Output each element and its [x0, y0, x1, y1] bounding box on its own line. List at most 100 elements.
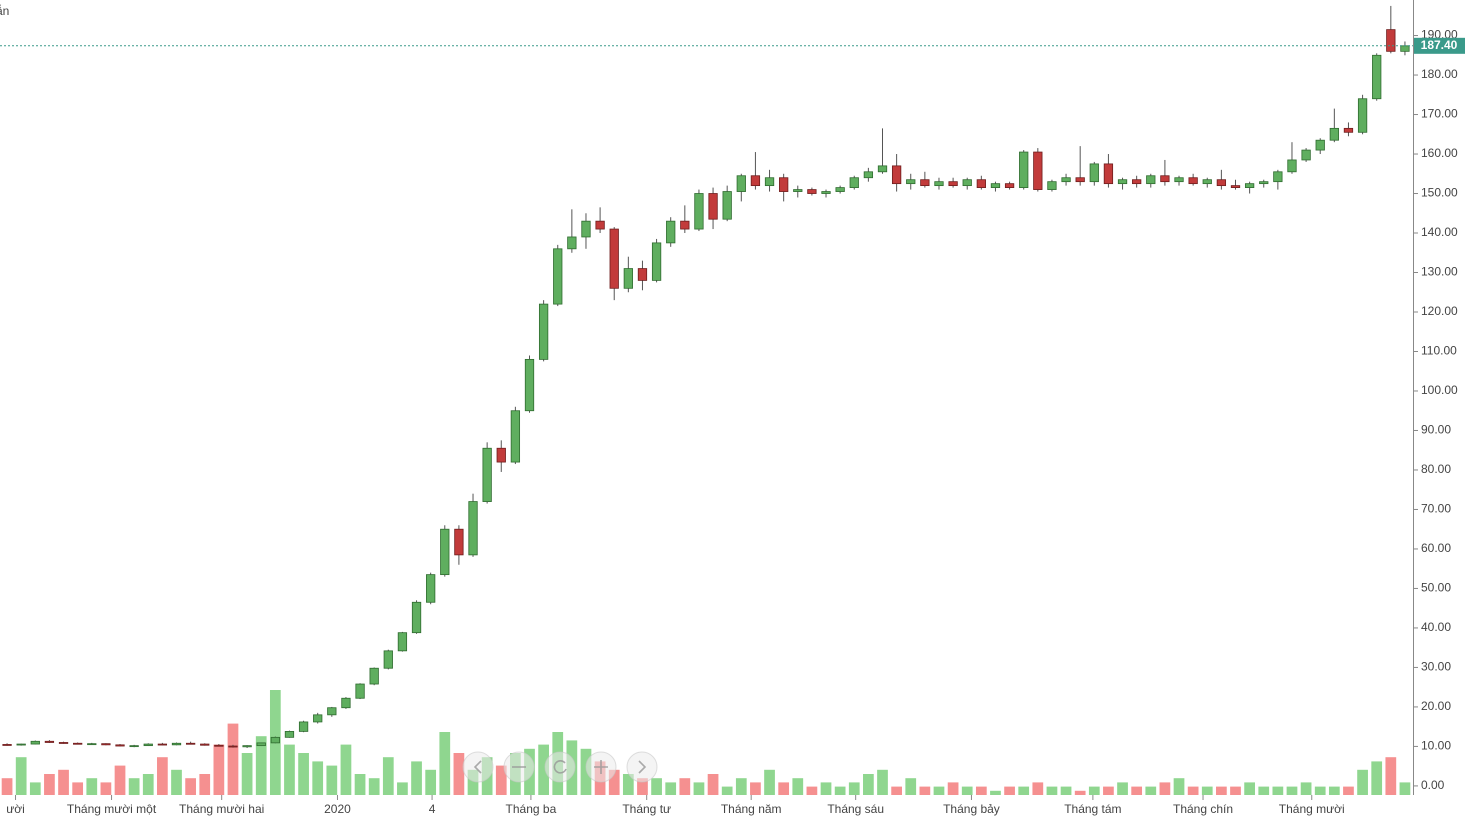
volume-bar [425, 769, 437, 795]
volume-bar [255, 736, 267, 795]
candle-body [976, 179, 986, 188]
candle-body [115, 744, 125, 747]
volume-bar [933, 786, 945, 795]
volume-bar [354, 774, 366, 795]
volume-bar [213, 744, 225, 795]
candle-body [426, 574, 436, 603]
volume-bar [1173, 778, 1185, 795]
x-tick-label: Tháng tư [622, 802, 671, 816]
candle-body [906, 179, 916, 185]
volume-bar [990, 790, 1001, 795]
volume-bar [1018, 786, 1030, 795]
candle-body [129, 745, 139, 748]
volume-bar [764, 769, 775, 795]
candle-body [1259, 181, 1269, 185]
volume-bar [735, 778, 747, 795]
y-tick-label: 80.00 [1421, 462, 1451, 476]
candle-body [16, 743, 26, 746]
candle-body [1202, 179, 1212, 185]
y-tick-label: 130.00 [1421, 265, 1458, 279]
volume-bar [411, 761, 422, 795]
candle-body [891, 165, 902, 185]
price-label: 187.40 [1421, 38, 1458, 52]
volume-bar [227, 723, 239, 795]
candle-body [270, 736, 280, 744]
candle-body [750, 175, 761, 187]
zoom-in-button[interactable] [585, 751, 617, 783]
y-tick-label: 160.00 [1421, 146, 1458, 160]
volume-bar [298, 753, 309, 795]
candle-body [313, 714, 323, 723]
scroll-left-button[interactable] [462, 751, 494, 783]
scroll-right-button[interactable] [626, 751, 658, 783]
candle-body [835, 187, 845, 192]
y-tick-label: 0.00 [1421, 778, 1445, 792]
y-tick-label: 90.00 [1421, 423, 1451, 437]
candle-body [1315, 139, 1325, 151]
volume-bar [1103, 786, 1114, 795]
candle-body [651, 242, 662, 281]
y-tick-label: 100.00 [1421, 383, 1458, 397]
candle-body [807, 189, 817, 194]
candle-body [298, 721, 309, 732]
price-label-box [1414, 37, 1465, 54]
candle-body [1019, 151, 1029, 188]
candle-body [454, 528, 464, 556]
volume-bar [241, 753, 253, 795]
candle-body [877, 165, 888, 173]
volume-bar [1300, 782, 1312, 795]
candle-body [722, 191, 732, 220]
candle-body [157, 743, 168, 746]
volume-bar [1343, 786, 1354, 795]
volume-bar [919, 786, 931, 795]
volume-bar [185, 778, 196, 795]
candle-body [73, 742, 83, 745]
candle-body [524, 358, 535, 412]
volume-bar [1131, 786, 1143, 795]
volume-bar [961, 786, 973, 795]
volume-bar [1258, 786, 1270, 795]
volume-bar [1060, 786, 1072, 795]
y-tick-label: 110.00 [1421, 344, 1457, 358]
volume-bar [707, 774, 719, 795]
volume-bar [1088, 786, 1100, 795]
volume-bar [171, 769, 182, 795]
volume-bar [1216, 786, 1227, 795]
candle-body [1174, 177, 1184, 183]
candle-body [948, 181, 958, 187]
candle-body [1188, 177, 1198, 185]
candle-body [764, 177, 775, 187]
volume-bar [1145, 786, 1157, 795]
candle-body [666, 220, 676, 244]
candle-body [200, 743, 210, 746]
annotation: ẫn [0, 3, 9, 18]
volume-bar [750, 782, 761, 795]
candle-body [44, 740, 55, 743]
volume-bar [1399, 782, 1411, 795]
volume-bar [368, 778, 380, 795]
reset-button[interactable] [544, 751, 576, 783]
candle-body [440, 528, 450, 576]
volume-bar [1117, 782, 1128, 795]
zoom-out-button[interactable] [503, 751, 535, 783]
volume-bar [863, 774, 874, 795]
candle-body [1075, 177, 1085, 183]
volume-bar [975, 786, 987, 795]
volume-bar [467, 769, 479, 795]
volume-bar [142, 774, 154, 795]
volume-bar [1187, 786, 1199, 795]
x-tick-label: Tháng chín [1173, 802, 1233, 816]
volume-bar [1004, 786, 1015, 795]
volume-bar [1272, 786, 1284, 795]
y-tick-label: 180.00 [1421, 67, 1458, 81]
candle-body [369, 667, 379, 685]
volume-bar [199, 774, 211, 795]
volume-bar [1074, 790, 1086, 795]
candle-body [468, 501, 478, 556]
volume-bar [806, 786, 818, 795]
candle-body [2, 744, 12, 746]
candle-body [383, 650, 393, 669]
candle-body [793, 189, 803, 192]
candle-body [1146, 175, 1156, 185]
candle-body [397, 632, 408, 652]
